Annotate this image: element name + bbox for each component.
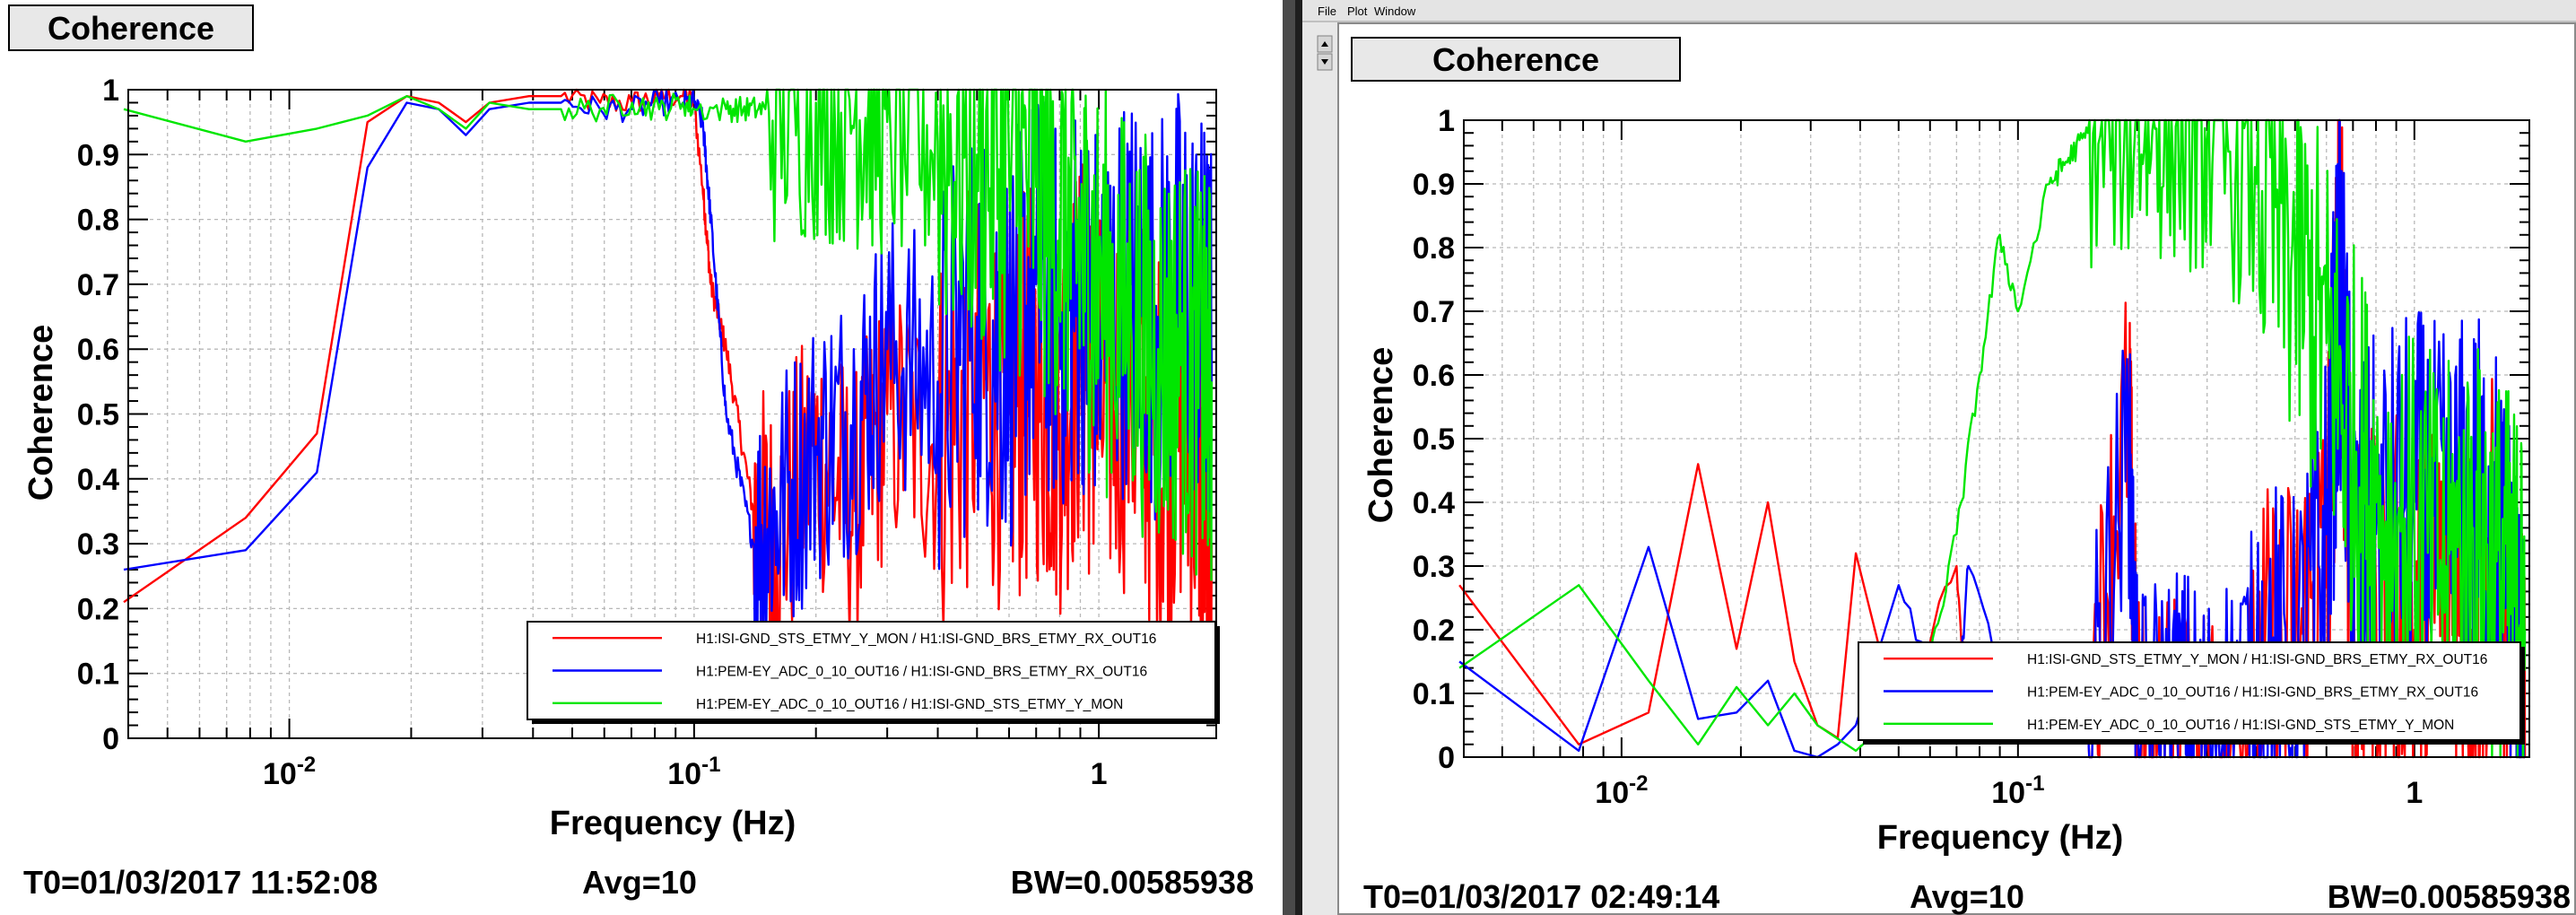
right-chart-title-box bbox=[1351, 37, 1681, 82]
left-y-tick-label: 0.2 bbox=[77, 592, 119, 626]
left-y-tick-label: 0.6 bbox=[77, 333, 119, 367]
window-divider-highlight bbox=[1295, 0, 1302, 915]
right-y-tick-label: 0.7 bbox=[1413, 295, 1455, 329]
right-y-tick-label: 0.3 bbox=[1413, 550, 1455, 584]
left-chart-footer-bw: BW=0.00585938 bbox=[1011, 864, 1254, 901]
right-chart-footer-avg: Avg=10 bbox=[1910, 878, 2024, 915]
right-plot-frame bbox=[1463, 119, 2530, 758]
right-canvas-border bbox=[1337, 22, 2576, 915]
left-y-tick-label: 0.9 bbox=[77, 138, 119, 172]
left-y-tick-label: 1 bbox=[102, 74, 119, 108]
left-series-group bbox=[123, 88, 1214, 711]
left-y-tick-label: 0 bbox=[102, 722, 119, 756]
left-y-tick-label: 0.1 bbox=[77, 658, 119, 692]
right-chart-title: Coherence bbox=[1432, 41, 1599, 78]
left-x-tick-label: 1 bbox=[1091, 757, 1108, 791]
left-y-tick-label: 0.4 bbox=[77, 463, 119, 497]
right-x-tick-label: 10-2 bbox=[1595, 771, 1648, 810]
right-chart-footer-t0: T0=01/03/2017 02:49:14 bbox=[1363, 878, 1719, 915]
right-x-tick-label: 1 bbox=[2406, 776, 2423, 810]
left-chart-xlabel: Frequency (Hz) bbox=[550, 805, 796, 842]
right-y-tick-label: 0.6 bbox=[1413, 359, 1455, 393]
scroll-down-arrow-icon bbox=[1321, 59, 1328, 65]
right-legend-label-1: H1:PEM-EY_ADC_0_10_OUT16 / H1:ISI-GND_BR… bbox=[2027, 685, 2478, 701]
right-legend: H1:ISI-GND_STS_ETMY_Y_MON / H1:ISI-GND_B… bbox=[1858, 641, 2525, 745]
menu-item-file[interactable]: File bbox=[1318, 4, 1336, 18]
left-x-tick-label: 10-1 bbox=[667, 753, 720, 791]
right-y-tick-label: 1 bbox=[1438, 104, 1455, 138]
menu-bar bbox=[1302, 0, 2576, 22]
right-y-tick-label: 0 bbox=[1438, 741, 1455, 775]
left-legend: H1:ISI-GND_STS_ETMY_Y_MON / H1:ISI-GND_B… bbox=[527, 621, 1220, 724]
left-legend-label-1: H1:PEM-EY_ADC_0_10_OUT16 / H1:ISI-GND_BR… bbox=[696, 665, 1147, 680]
right-y-tick-label: 0.1 bbox=[1413, 677, 1455, 711]
left-plot-frame bbox=[127, 89, 1217, 739]
left-legend-label-0: H1:ISI-GND_STS_ETMY_Y_MON / H1:ISI-GND_B… bbox=[696, 632, 1156, 647]
left-y-tick-label: 0.3 bbox=[77, 527, 119, 562]
left-legend-label-2: H1:PEM-EY_ADC_0_10_OUT16 / H1:ISI-GND_ST… bbox=[696, 697, 1123, 712]
left-y-tick-label: 0.5 bbox=[77, 398, 119, 432]
left-series-line-2 bbox=[123, 88, 1214, 581]
right-legend-label-0: H1:ISI-GND_STS_ETMY_Y_MON / H1:ISI-GND_B… bbox=[2027, 652, 2487, 667]
right-chart: Coherence Coherence Frequency (Hz) T0=01… bbox=[1351, 37, 2571, 915]
left-y-tick-label: 0.7 bbox=[77, 268, 119, 302]
right-y-tick-label: 0.2 bbox=[1413, 614, 1455, 648]
left-chart-footer-t0: T0=01/03/2017 11:52:08 bbox=[23, 864, 378, 901]
right-x-tick-label: 10-1 bbox=[1991, 771, 2044, 810]
menu-item-window[interactable]: Window bbox=[1374, 4, 1416, 18]
left-chart: Coherence Coherence Frequency (Hz) T0=01… bbox=[8, 4, 1254, 901]
right-y-tick-label: 0.8 bbox=[1413, 231, 1455, 266]
menu-item-plot[interactable]: Plot bbox=[1347, 4, 1368, 18]
left-chart-title-box bbox=[8, 4, 254, 51]
left-chart-title: Coherence bbox=[48, 10, 214, 47]
right-chart-ylabel: Coherence bbox=[1362, 347, 1400, 523]
right-chart-footer-bw: BW=0.00585938 bbox=[2328, 878, 2571, 915]
left-x-tick-label: 10-2 bbox=[263, 753, 316, 791]
left-chart-ylabel: Coherence bbox=[22, 325, 60, 501]
right-chart-xlabel: Frequency (Hz) bbox=[1877, 819, 2123, 857]
right-y-tick-label: 0.4 bbox=[1413, 486, 1455, 520]
left-y-tick-label: 0.8 bbox=[77, 204, 119, 238]
window-divider[interactable] bbox=[1283, 0, 1295, 915]
right-y-tick-label: 0.5 bbox=[1413, 423, 1455, 457]
right-y-tick-label: 0.9 bbox=[1413, 168, 1455, 202]
scroll-up-arrow-icon bbox=[1321, 41, 1328, 47]
right-legend-label-2: H1:PEM-EY_ADC_0_10_OUT16 / H1:ISI-GND_ST… bbox=[2027, 718, 2454, 733]
left-chart-footer-avg: Avg=10 bbox=[582, 864, 697, 901]
